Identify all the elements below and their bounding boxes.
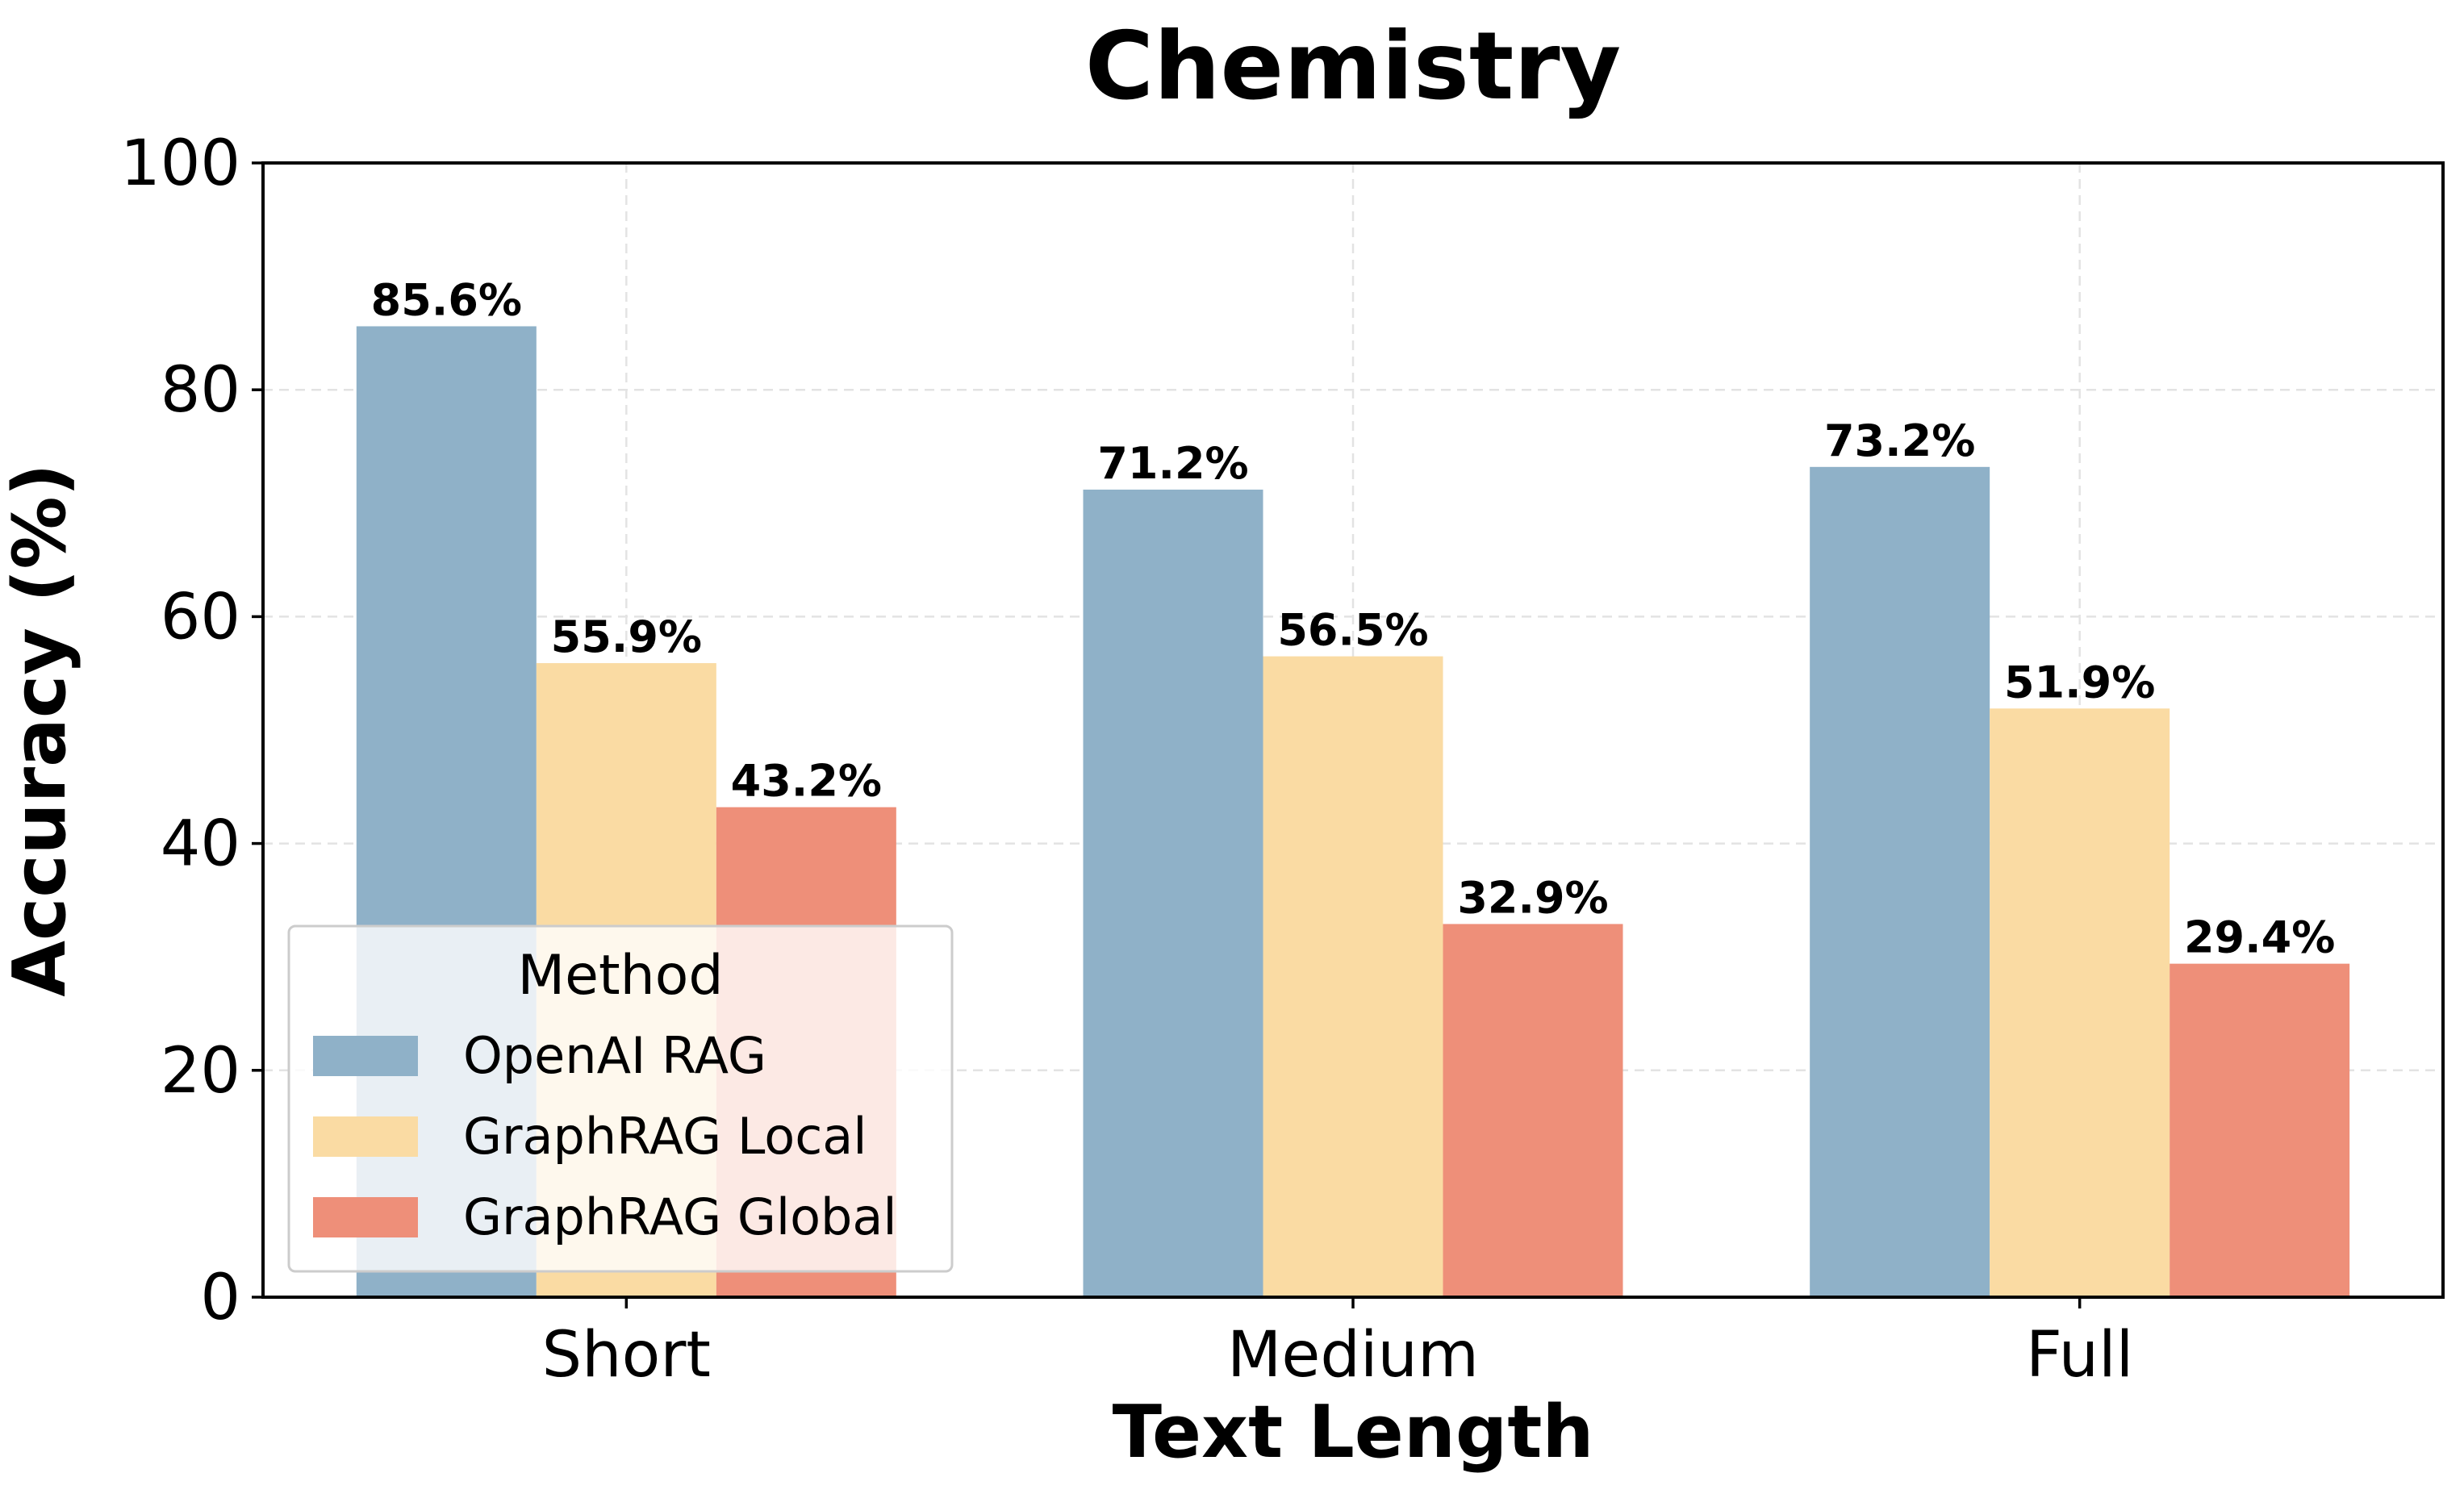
data-labels: 85.6% 71.2% 73.2% 55.9% 56.5% 51.9% 43.2% 32.9%… bbox=[371, 274, 2336, 962]
y-tick-label: 60 bbox=[161, 581, 240, 653]
y-tick-label: 40 bbox=[161, 808, 240, 881]
y-tick-label: 80 bbox=[161, 354, 240, 427]
legend-swatch bbox=[313, 1036, 418, 1076]
legend-item-label: OpenAI RAG bbox=[463, 1026, 766, 1085]
data-label: 43.2% bbox=[731, 756, 882, 807]
legend-item-label: GraphRAG Local bbox=[463, 1107, 867, 1166]
bar-openai-rag-full bbox=[1810, 466, 1990, 1297]
y-axis-label: Accuracy (%) bbox=[0, 463, 82, 996]
x-tick-label: Medium bbox=[1227, 1319, 1479, 1392]
data-label: 51.9% bbox=[2004, 657, 2155, 707]
y-tick-label: 20 bbox=[161, 1035, 240, 1108]
data-label: 32.9% bbox=[1457, 872, 1608, 923]
x-tick-label: Short bbox=[542, 1319, 711, 1392]
x-tick-label: Full bbox=[2026, 1319, 2133, 1392]
legend-swatch bbox=[313, 1197, 418, 1237]
x-axis-label: Text Length bbox=[1113, 1390, 1594, 1475]
data-label: 73.2% bbox=[1824, 415, 1975, 466]
legend-title: Method bbox=[517, 944, 723, 1008]
data-label: 71.2% bbox=[1097, 438, 1248, 489]
axes: 0 20 40 60 80 100 Short Medium Full bbox=[120, 127, 2133, 1392]
data-label: 56.5% bbox=[1277, 605, 1428, 656]
legend-swatch bbox=[313, 1116, 418, 1157]
data-label: 85.6% bbox=[371, 274, 522, 325]
bar-graphrag-global-full bbox=[2170, 963, 2350, 1297]
bar-openai-rag-medium bbox=[1083, 489, 1263, 1297]
y-tick-label: 0 bbox=[200, 1262, 240, 1334]
data-label: 55.9% bbox=[551, 611, 702, 662]
legend: Method OpenAI RAG GraphRAG Local GraphRAG … bbox=[287, 924, 954, 1273]
bar-graphrag-local-medium bbox=[1263, 656, 1443, 1297]
bar-graphrag-global-medium bbox=[1443, 924, 1623, 1297]
legend-box bbox=[287, 924, 954, 1273]
y-tick-label: 100 bbox=[120, 127, 240, 200]
bar-graphrag-local-full bbox=[1990, 708, 2170, 1297]
chart-title: Chemistry bbox=[1085, 12, 1621, 121]
data-label: 29.4% bbox=[2184, 912, 2335, 963]
legend-item-label: GraphRAG Global bbox=[463, 1187, 897, 1246]
